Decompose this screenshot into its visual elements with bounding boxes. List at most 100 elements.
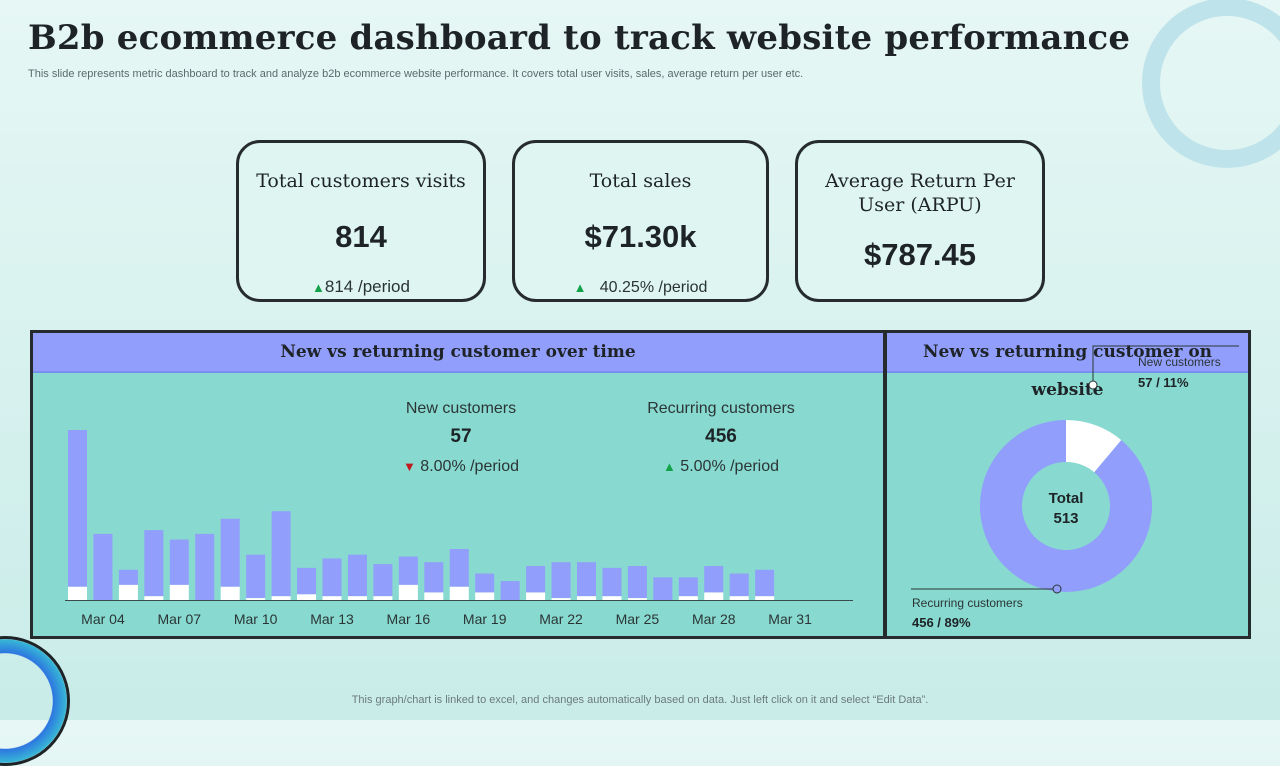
x-tick-label: Mar 16 [387,611,431,627]
bar-new [755,596,775,600]
bar-new [169,584,189,600]
x-tick-label: Mar 28 [692,611,736,627]
kpi-arpu-label: Average Return Per User (ARPU) [825,170,1015,216]
bar-recurring [169,539,189,585]
new-leader-marker [1088,380,1098,390]
bar-recurring [526,566,546,593]
bar-new [678,596,698,600]
donut-slice-recurring [980,420,1152,592]
new-customers-delta: 8.00% /period [420,458,520,475]
x-tick-label: Mar 13 [310,611,354,627]
bar-recurring [195,533,215,600]
kpi-visits-delta: 814 /period [324,277,410,296]
x-tick-label: Mar 31 [768,611,812,627]
x-tick-label: Mar 25 [616,611,660,627]
kpi-card-arpu: Average Return Per User (ARPU) $787.45 [795,140,1045,302]
bar-new [729,596,749,600]
x-tick-label: Mar 07 [158,611,202,627]
bar-recurring [602,567,622,597]
donut-center-value: 513 [1053,510,1078,527]
recurring-customers-delta-row: ▲ 5.00% /period [631,458,811,476]
kpi-sales-delta: 40.25% /period [599,279,708,296]
bar-recurring [246,554,266,599]
kpi-sales-label: Total sales [589,170,692,192]
recurring-leader-marker [1052,584,1062,594]
bar-recurring [93,533,113,600]
kpi-visits-value: 814 [335,219,387,254]
bar-recurring [373,564,393,597]
up-arrow-icon: ▲ [312,280,325,295]
footer-note: This graph/chart is linked to excel, and… [351,694,929,706]
bar-panel-title: New vs returning customer over time [33,333,883,373]
x-tick-label: Mar 10 [234,611,278,627]
bar-new [526,592,546,600]
bar-recurring [627,566,647,599]
page-title: B2b ecommerce dashboard to track website… [28,18,1131,58]
new-leader-line [1092,345,1239,385]
bar-recurring [220,518,240,587]
bar-recurring [729,573,749,597]
bar-new [297,594,317,600]
bar-recurring [398,556,418,585]
new-customers-value: 57 [450,426,472,447]
bar-recurring [577,562,596,597]
bar-chart: Mar 04 Mar 07 Mar 10 Mar 13 Mar 16 Mar 19 Mar … [65,430,853,627]
bar-new [577,596,596,600]
bar-new [118,584,138,600]
kpi-sales-delta-row: ▲ 40.25% /period [515,279,766,297]
bar-recurring [551,562,571,599]
recurring-customers-label: Recurring customers [647,400,795,417]
recurring-customers-stat: Recurring customers 456 ▲ 5.00% /period [631,400,811,476]
recurring-customers-value: 456 [705,426,737,447]
bar-recurring [678,577,698,597]
donut-recurring-value: 456 / 89% [912,615,971,630]
bar-new [449,586,469,600]
bar-recurring [500,581,520,600]
bar-new [220,586,240,600]
bar-new [144,596,164,600]
bar-recurring [271,511,291,597]
up-arrow-icon: ▲ [573,280,587,295]
bar-new [602,596,622,600]
bar-new [627,598,647,600]
bar-recurring [297,567,317,595]
donut-slice-new [1066,420,1122,473]
bar-recurring [449,549,469,587]
bar-recurring [653,577,673,600]
bar-recurring [144,530,164,597]
bar-chart-panel: New vs returning customer over time New … [30,330,886,639]
kpi-card-sales: Total sales $71.30k ▲ 40.25% /period [512,140,769,302]
bar-new [424,592,444,600]
donut-new-label: New customers [1138,355,1221,369]
bar-new [271,596,291,600]
donut-chart: Total 513 New customers 57 / 11% Recurring c… [911,345,1239,630]
page-subtitle: This slide represents metric dashboard t… [28,68,804,80]
bar-recurring [704,566,724,593]
down-arrow-icon: ▼ [402,459,416,474]
kpi-visits-label: Total customers visits [256,170,466,192]
donut-recurring-label: Recurring customers [912,596,1023,610]
kpi-card-visits: Total customers visits 814 ▲814 /period [236,140,486,302]
bar-recurring [347,554,367,597]
bar-new [704,592,724,600]
donut-chart-panel: New vs returning customer on website Tot… [884,330,1251,639]
bar-recurring [755,569,775,597]
bar-recurring [322,558,342,597]
x-tick-label: Mar 22 [539,611,583,627]
bar-recurring [424,562,444,593]
up-arrow-icon: ▲ [662,459,676,474]
bar-new [551,598,571,600]
bar-new [475,592,495,600]
donut-panel-title: New vs returning customer on website [887,333,1248,400]
recurring-customers-delta: 5.00% /period [680,458,780,475]
bar-new [246,598,266,600]
bar-new [347,596,367,600]
x-tick-label: Mar 19 [463,611,507,627]
donut-new-value: 57 / 11% [1138,375,1189,390]
bar-new [373,596,393,600]
bar-new [322,596,342,600]
kpi-sales-value: $71.30k [584,219,697,254]
bar-recurring [68,430,87,587]
bar-recurring [475,573,495,593]
x-tick-label: Mar 04 [81,611,125,627]
